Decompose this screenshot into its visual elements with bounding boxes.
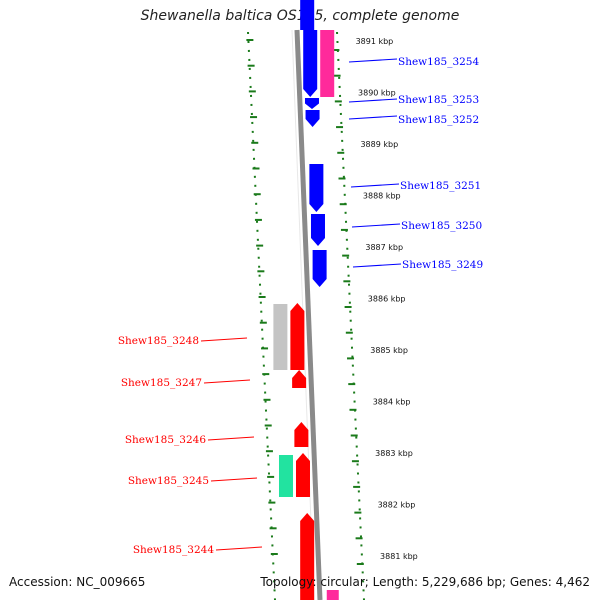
- reverse-gene-arrow: [300, 0, 315, 30]
- gene-label: Shew185_3254: [398, 56, 479, 68]
- kbp-label: 3885 kbp: [370, 346, 408, 355]
- kbp-label: 3887 kbp: [365, 243, 403, 252]
- kbp-label: 3886 kbp: [368, 295, 406, 304]
- kbp-label: 3883 kbp: [375, 449, 413, 458]
- gene-label-leader: [210, 477, 258, 482]
- kbp-label: 3890 kbp: [358, 89, 396, 98]
- gene-label: Shew185_3251: [400, 180, 481, 192]
- gene-label-leader: [350, 183, 400, 188]
- reverse-gene-arrow: [310, 214, 325, 246]
- gene-features: [273, 0, 339, 600]
- forward-gene-arrow: [300, 513, 315, 600]
- forward-gene-arrow: [295, 453, 310, 497]
- forward-gene-arrow: [294, 422, 309, 447]
- pseudo-gene-feature: [320, 30, 335, 97]
- reverse-gene-arrow: [305, 110, 320, 127]
- scale-guide-right: [336, 31, 365, 600]
- gene-label: Shew185_3244: [133, 544, 214, 556]
- gene-label-leader: [348, 58, 398, 63]
- kbp-label: 3888 kbp: [363, 192, 401, 201]
- genome-title: Shewanella baltica OS185, complete genom…: [140, 8, 460, 24]
- genome-backbone: [294, 29, 323, 600]
- gene-label: Shew185_3246: [125, 434, 206, 446]
- forward-gene-arrow: [292, 370, 307, 388]
- forward-gene-arrow: [290, 303, 305, 370]
- accession-text: Accession: NC_009665: [9, 575, 146, 589]
- gene-label-leader: [352, 263, 402, 268]
- gene-label: Shew185_3245: [128, 475, 209, 487]
- gene-label: Shew185_3253: [398, 94, 479, 106]
- kbp-label: 3891 kbp: [356, 37, 394, 46]
- gene-label: Shew185_3247: [121, 377, 202, 389]
- reverse-gene-arrow: [303, 30, 318, 97]
- other-feature: [273, 304, 288, 370]
- gene-label-leader: [203, 379, 251, 384]
- kbp-label: 3884 kbp: [373, 398, 411, 407]
- scale-ticks: 3891 kbp 3890 kbp 3889 kbp 3888 kbp 3887 kbp…: [246, 37, 418, 565]
- kbp-label: 3889 kbp: [360, 140, 398, 149]
- gene-label-leader: [207, 436, 255, 441]
- reverse-gene-arrow: [304, 98, 319, 109]
- pseudo-gene-feature: [326, 590, 339, 600]
- gene-label-leader: [348, 98, 398, 103]
- gene-labels: Shew185_3254 Shew185_3253 Shew185_3252 Shew…: [118, 56, 483, 556]
- gene-label: Shew185_3249: [402, 259, 483, 271]
- reverse-gene-arrow: [312, 250, 327, 287]
- gene-label-leader: [348, 115, 398, 120]
- gene-label-leader: [351, 223, 401, 228]
- rna-gene-feature: [278, 455, 293, 497]
- reverse-gene-arrow: [309, 164, 324, 212]
- gene-label: Shew185_3250: [401, 220, 482, 232]
- gene-label: Shew185_3252: [398, 114, 479, 126]
- gene-label: Shew185_3248: [118, 335, 199, 347]
- topology-text: Topology: circular; Length: 5,229,686 bp…: [260, 575, 590, 589]
- gene-label-leader: [200, 337, 248, 342]
- kbp-label: 3881 kbp: [380, 552, 418, 561]
- gene-label-leader: [215, 546, 263, 551]
- kbp-label: 3882 kbp: [378, 501, 416, 510]
